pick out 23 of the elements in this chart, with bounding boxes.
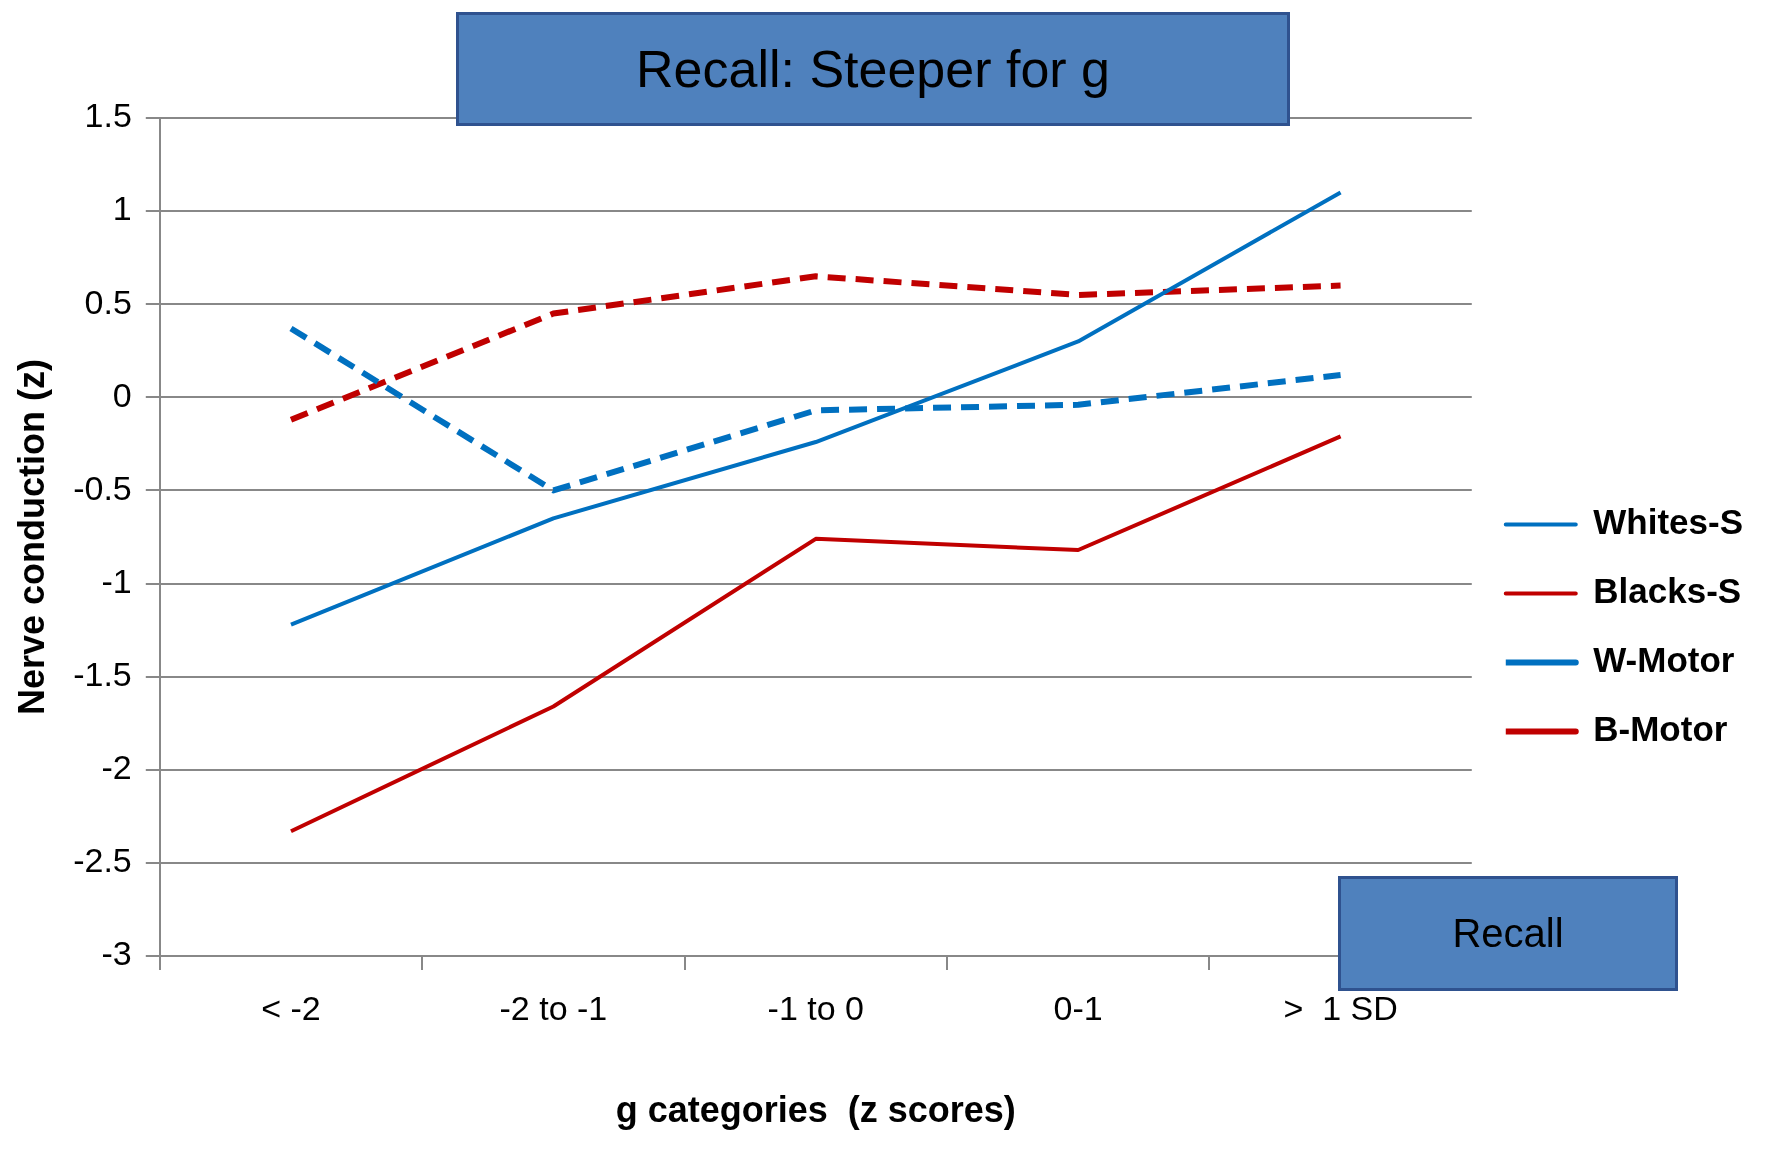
y-tick-label: 0.5	[84, 282, 132, 321]
y-tick-label: 0	[112, 375, 132, 414]
x-tick-label: 0-1	[1053, 988, 1103, 1027]
x-axis-title: g categories (z scores)	[615, 1089, 1016, 1131]
y-tick-label: -0.5	[73, 468, 132, 507]
y-tick-label: -2	[101, 748, 132, 787]
x-tick-label: > 1 SD	[1283, 988, 1398, 1027]
y-axis-title: Nerve conduction (z)	[10, 358, 52, 716]
x-tick-label: < -2	[261, 988, 321, 1027]
title-box: Recall: Steeper for g	[456, 12, 1290, 126]
y-tick-label: -3	[101, 934, 132, 973]
y-tick-label: 1	[112, 189, 132, 228]
legend-label: Blacks-S	[1593, 571, 1742, 611]
legend-label: Whites-S	[1593, 502, 1744, 542]
y-tick-label: -1.5	[73, 655, 132, 694]
y-tick-label: -1	[101, 561, 132, 600]
legend-label: B-Motor	[1593, 709, 1728, 749]
label-box: Recall	[1338, 876, 1678, 991]
x-tick-label: -1 to 0	[767, 988, 864, 1027]
y-tick-label: 1.5	[84, 96, 132, 135]
y-tick-label: -2.5	[73, 841, 132, 880]
legend-label: W-Motor	[1593, 640, 1735, 680]
x-tick-label: -2 to -1	[499, 988, 608, 1027]
